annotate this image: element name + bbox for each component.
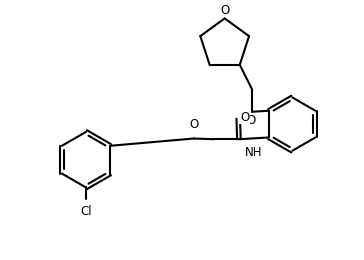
Text: O: O: [247, 114, 256, 127]
Text: O: O: [240, 111, 249, 124]
Text: NH: NH: [245, 146, 263, 159]
Text: O: O: [189, 118, 198, 131]
Text: Cl: Cl: [80, 205, 92, 218]
Text: O: O: [220, 4, 229, 17]
